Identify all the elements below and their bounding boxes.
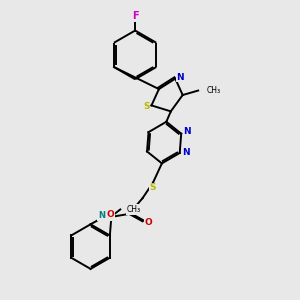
- Text: N: N: [182, 148, 190, 158]
- Text: N: N: [176, 73, 184, 82]
- Text: CH₃: CH₃: [127, 205, 141, 214]
- Text: S: S: [150, 183, 156, 192]
- Text: S: S: [143, 102, 149, 111]
- Text: O: O: [107, 210, 115, 219]
- Text: CH₃: CH₃: [206, 86, 220, 95]
- Text: F: F: [132, 11, 139, 21]
- Text: O: O: [145, 218, 152, 227]
- Text: N: N: [183, 127, 191, 136]
- Text: NH: NH: [98, 211, 112, 220]
